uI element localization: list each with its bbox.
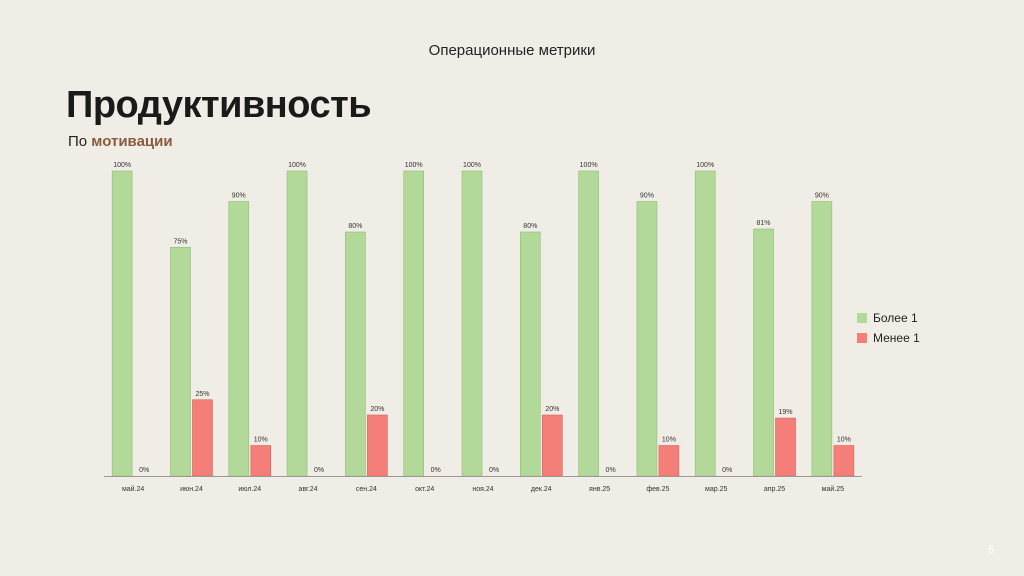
data-label-more-3: 100% <box>288 162 306 169</box>
bar-less-12 <box>833 445 855 477</box>
data-label-more-12: 90% <box>815 193 829 200</box>
bar-less-9 <box>658 445 680 477</box>
data-label-more-8: 100% <box>580 162 598 169</box>
bar-more-5 <box>403 170 424 477</box>
data-label-less-6: 0% <box>489 467 499 474</box>
bar-less-1 <box>192 399 213 477</box>
data-label-less-9: 10% <box>662 437 676 444</box>
bar-more-12 <box>811 201 833 477</box>
data-label-more-2: 90% <box>232 193 246 200</box>
bar-more-2 <box>228 201 250 477</box>
header-label: Операционные метрики <box>428 42 596 59</box>
bar-more-8 <box>578 170 599 477</box>
data-label-less-1: 25% <box>195 391 209 398</box>
bar-less-7 <box>542 414 563 477</box>
data-label-less-3: 0% <box>314 467 324 474</box>
data-label-more-5: 100% <box>405 162 423 169</box>
data-label-less-10: 0% <box>722 467 732 474</box>
data-label-less-0: 0% <box>139 467 149 474</box>
data-label-more-6: 100% <box>463 162 481 169</box>
data-label-less-12: 10% <box>837 437 851 444</box>
subtitle-prefix: По <box>68 133 92 150</box>
x-tick-label-10: мар.25 <box>705 486 727 493</box>
bar-more-0 <box>111 170 133 477</box>
bar-less-11 <box>775 417 796 477</box>
chart-legend: Более 1 Менее 1 <box>857 308 920 348</box>
legend-label-more: Более 1 <box>873 311 918 325</box>
x-tick-label-11: апр.25 <box>764 486 785 493</box>
data-label-less-7: 20% <box>545 406 559 413</box>
x-tick-label-9: фев.25 <box>646 486 669 493</box>
data-label-more-1: 75% <box>173 238 187 245</box>
x-tick-label-1: июн.24 <box>180 486 203 493</box>
data-label-less-8: 0% <box>606 467 616 474</box>
legend-swatch-more <box>857 313 867 323</box>
data-label-less-11: 19% <box>779 409 793 416</box>
x-tick-label-5: окт.24 <box>415 486 434 493</box>
bar-more-4 <box>345 231 366 477</box>
data-label-less-5: 0% <box>431 467 441 474</box>
x-tick-label-2: июл.24 <box>238 486 261 493</box>
bar-more-11 <box>753 228 774 477</box>
x-tick-label-6: ноя.24 <box>472 486 493 493</box>
page-title: Продуктивность <box>66 84 372 126</box>
legend-item-more: Более 1 <box>857 308 920 328</box>
data-label-more-10: 100% <box>696 162 714 169</box>
page-number: 6 <box>987 544 994 556</box>
x-tick-label-12: май.25 <box>822 485 844 493</box>
x-tick-label-3: авг.24 <box>299 486 318 493</box>
x-tick-label-7: дек.24 <box>531 486 552 493</box>
data-label-more-0: 100% <box>113 162 131 169</box>
x-tick-label-8: янв.25 <box>589 486 610 493</box>
data-label-more-11: 81% <box>757 220 771 227</box>
x-tick-label-4: сен.24 <box>356 486 377 493</box>
legend-swatch-less <box>857 333 867 343</box>
legend-item-less: Менее 1 <box>857 328 920 348</box>
subtitle: По мотивации <box>68 133 173 150</box>
data-label-more-9: 90% <box>640 193 654 200</box>
bar-less-4 <box>367 414 388 477</box>
bar-more-7 <box>520 231 541 477</box>
bar-less-2 <box>250 445 272 477</box>
data-label-less-2: 10% <box>254 437 268 444</box>
bar-more-10 <box>694 170 716 477</box>
data-label-less-4: 20% <box>370 406 384 413</box>
data-label-more-4: 80% <box>348 223 362 230</box>
bar-more-3 <box>286 170 308 477</box>
data-label-more-7: 80% <box>523 223 537 230</box>
bar-more-6 <box>461 170 483 477</box>
subtitle-accent: мотивации <box>91 133 173 150</box>
bar-more-9 <box>636 201 658 477</box>
legend-label-less: Менее 1 <box>873 331 920 345</box>
x-tick-label-0: май.24 <box>122 485 144 493</box>
bar-more-1 <box>170 246 191 477</box>
